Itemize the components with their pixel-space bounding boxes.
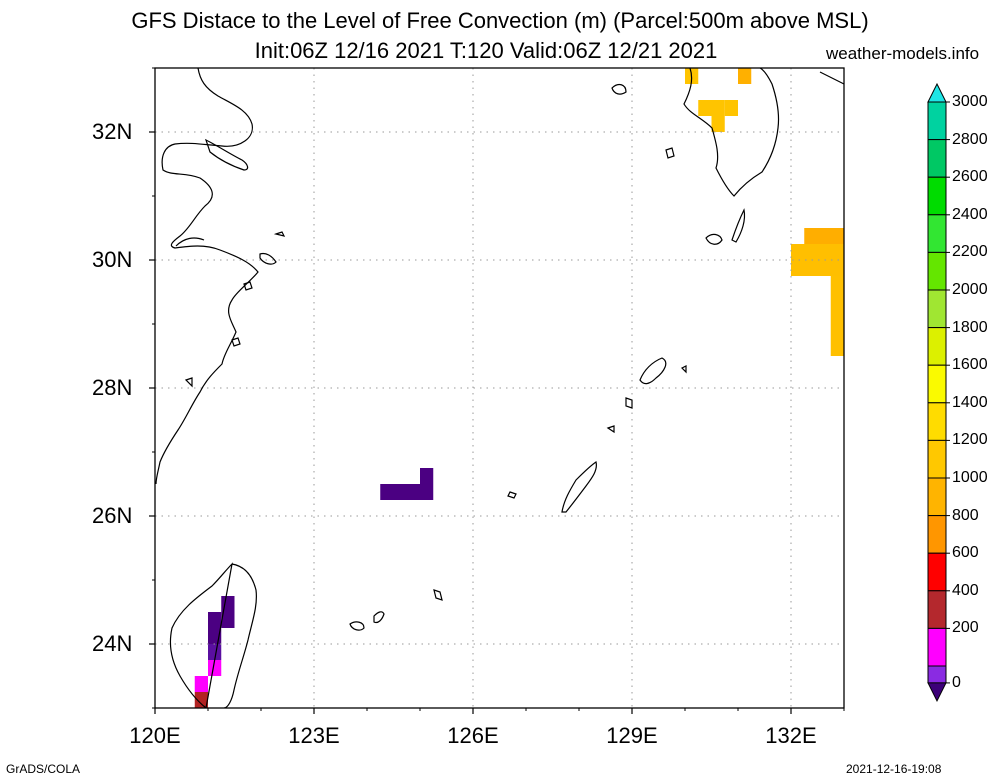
colorbar-segment	[927, 402, 947, 441]
shaded-cell	[804, 228, 844, 244]
lat-tick-label: 32N	[92, 119, 133, 144]
lon-tick-label: 120E	[129, 723, 181, 748]
shaded-cells	[194, 68, 844, 708]
coastlines	[155, 68, 844, 708]
shaded-cell	[380, 484, 434, 500]
colorbar-segment	[927, 289, 947, 329]
colorbar-label: 2000	[952, 281, 988, 298]
colorbar-segment	[927, 327, 947, 366]
colorbar-label: 1800	[952, 318, 988, 336]
lon-tick-label: 132E	[765, 723, 817, 748]
shaded-cell	[208, 612, 222, 644]
lon-tick-label: 126E	[447, 723, 499, 748]
colorbar-segment	[927, 101, 947, 141]
colorbar-label: 600	[952, 544, 979, 562]
colorbar-label: 1000	[952, 469, 988, 486]
colorbar-segment	[927, 439, 947, 479]
shaded-cell	[830, 276, 844, 356]
site-label: weather-models.info	[826, 44, 980, 63]
footer-timestamp: 2021-12-16-19:08	[846, 762, 942, 776]
colorbar-label: 2800	[952, 130, 988, 148]
shaded-cell	[711, 100, 725, 132]
colorbar-segment	[927, 364, 947, 404]
colorbar-label: 400	[952, 581, 979, 599]
colorbar-label: 200	[952, 619, 979, 637]
colorbar-label: 800	[952, 506, 979, 524]
colorbar-segment	[927, 477, 947, 517]
footer-credit: GrADS/COLA	[6, 762, 81, 776]
colorbar-segment	[927, 627, 947, 667]
colorbar-bottom-arrow	[927, 682, 947, 703]
colorbar-label: 2600	[952, 168, 988, 186]
shaded-cell	[208, 660, 222, 676]
colorbar-segment	[927, 214, 947, 253]
colorbar-segment	[927, 590, 947, 629]
lat-tick-label: 28N	[92, 375, 133, 400]
colorbar-segment	[927, 139, 947, 178]
colorbar-top-arrow	[927, 82, 947, 103]
shaded-cell	[194, 676, 208, 692]
lon-tick-label: 123E	[288, 723, 340, 748]
colorbar-segment	[927, 515, 947, 554]
colorbar-label: 2200	[952, 243, 988, 261]
shaded-cell	[738, 68, 752, 84]
lon-tick-label: 129E	[606, 723, 658, 748]
colorbar-label: 2400	[952, 205, 988, 223]
lat-tick-label: 24N	[92, 631, 133, 656]
colorbar-segment	[927, 176, 947, 216]
shaded-cell	[420, 468, 434, 484]
chart-subtitle: Init:06Z 12/16 2021 T:120 Valid:06Z 12/2…	[254, 38, 718, 63]
shaded-cell	[724, 100, 738, 116]
lat-tick-label: 26N	[92, 503, 133, 528]
colorbar-label: 3000	[952, 93, 988, 110]
colorbar-label: 0	[952, 673, 961, 691]
gridlines	[155, 68, 844, 708]
shaded-cell	[208, 644, 222, 660]
colorbar-segment	[927, 552, 947, 592]
colorbar-segment	[927, 251, 947, 291]
shaded-cell	[698, 100, 712, 116]
colorbar	[927, 82, 950, 703]
colorbar-label: 1600	[952, 356, 988, 374]
colorbar-label: 1400	[952, 393, 988, 411]
shaded-cell	[194, 692, 208, 708]
axis-ticks	[149, 67, 845, 714]
lat-tick-label: 30N	[92, 247, 133, 272]
colorbar-segment	[927, 665, 947, 684]
chart-title: GFS Distace to the Level of Free Convect…	[131, 8, 869, 33]
colorbar-label: 1200	[952, 431, 988, 449]
